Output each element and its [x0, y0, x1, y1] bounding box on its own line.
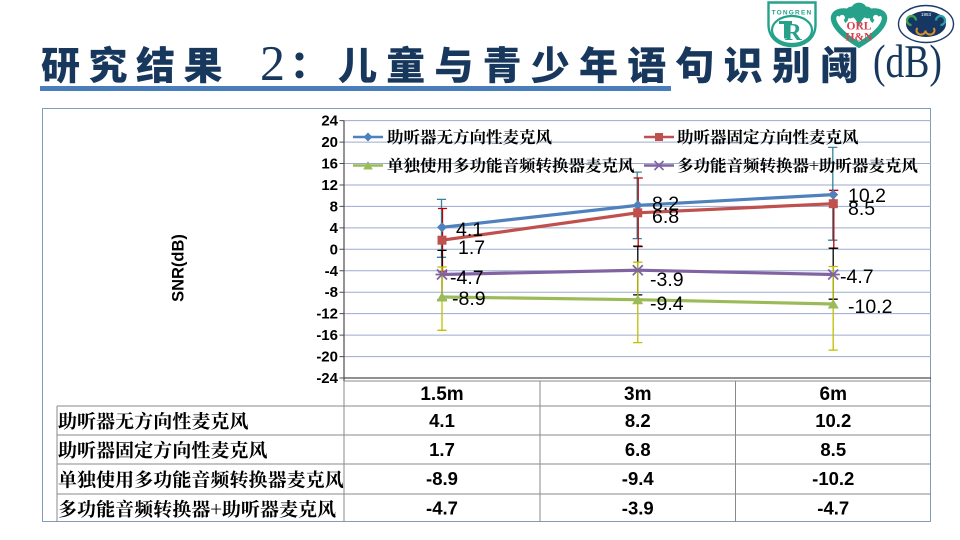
svg-text:-20: -20: [316, 349, 338, 366]
svg-text:-8: -8: [325, 284, 338, 301]
svg-text:4.1: 4.1: [456, 219, 483, 241]
svg-text:SNR(dB): SNR(dB): [170, 234, 188, 302]
svg-text:12: 12: [321, 177, 338, 194]
svg-text:4.1: 4.1: [429, 410, 455, 431]
svg-text:-4.7: -4.7: [450, 267, 484, 289]
svg-text:-9.4: -9.4: [650, 293, 684, 315]
svg-text:-3.9: -3.9: [650, 269, 684, 291]
svg-text:3m: 3m: [624, 384, 651, 405]
svg-text:1.7: 1.7: [429, 439, 455, 460]
svg-text:H&N: H&N: [846, 32, 874, 44]
svg-text:8: 8: [330, 198, 338, 215]
svg-text:8.5: 8.5: [848, 198, 875, 220]
svg-text:-4.7: -4.7: [840, 266, 874, 288]
svg-text:R: R: [784, 20, 802, 46]
svg-text:8.5: 8.5: [820, 439, 846, 460]
svg-text:10.2: 10.2: [815, 410, 851, 431]
svg-text:10.2: 10.2: [848, 185, 886, 207]
svg-text:1953: 1953: [921, 12, 932, 17]
svg-text:-8.9: -8.9: [452, 288, 486, 310]
svg-text:ORL: ORL: [847, 21, 872, 33]
svg-text:-10.2: -10.2: [812, 468, 854, 489]
svg-text:-9.4: -9.4: [622, 468, 655, 489]
svg-text:6.8: 6.8: [652, 206, 679, 228]
svg-text:-8.9: -8.9: [426, 468, 458, 489]
svg-text:-16: -16: [316, 327, 338, 344]
svg-text:6.8: 6.8: [625, 439, 651, 460]
svg-text:1.5m: 1.5m: [420, 384, 463, 405]
svg-text:-12: -12: [316, 306, 338, 323]
svg-text:-4.7: -4.7: [817, 498, 849, 519]
svg-text:8.2: 8.2: [625, 410, 651, 431]
svg-text:-4.7: -4.7: [426, 498, 458, 519]
svg-text:6m: 6m: [820, 384, 847, 405]
svg-text:-4: -4: [325, 263, 339, 280]
svg-text:4: 4: [330, 220, 339, 237]
svg-text:8.2: 8.2: [652, 193, 679, 215]
svg-text:0: 0: [330, 241, 338, 258]
svg-text:TONGREN: TONGREN: [772, 10, 813, 17]
svg-text:-24: -24: [316, 370, 338, 387]
svg-text:16: 16: [321, 156, 338, 173]
svg-text:-3.9: -3.9: [622, 498, 654, 519]
svg-text:24: 24: [321, 113, 338, 130]
svg-text:1.7: 1.7: [458, 237, 485, 259]
svg-text:-10.2: -10.2: [848, 296, 892, 318]
svg-text:20: 20: [321, 134, 338, 151]
